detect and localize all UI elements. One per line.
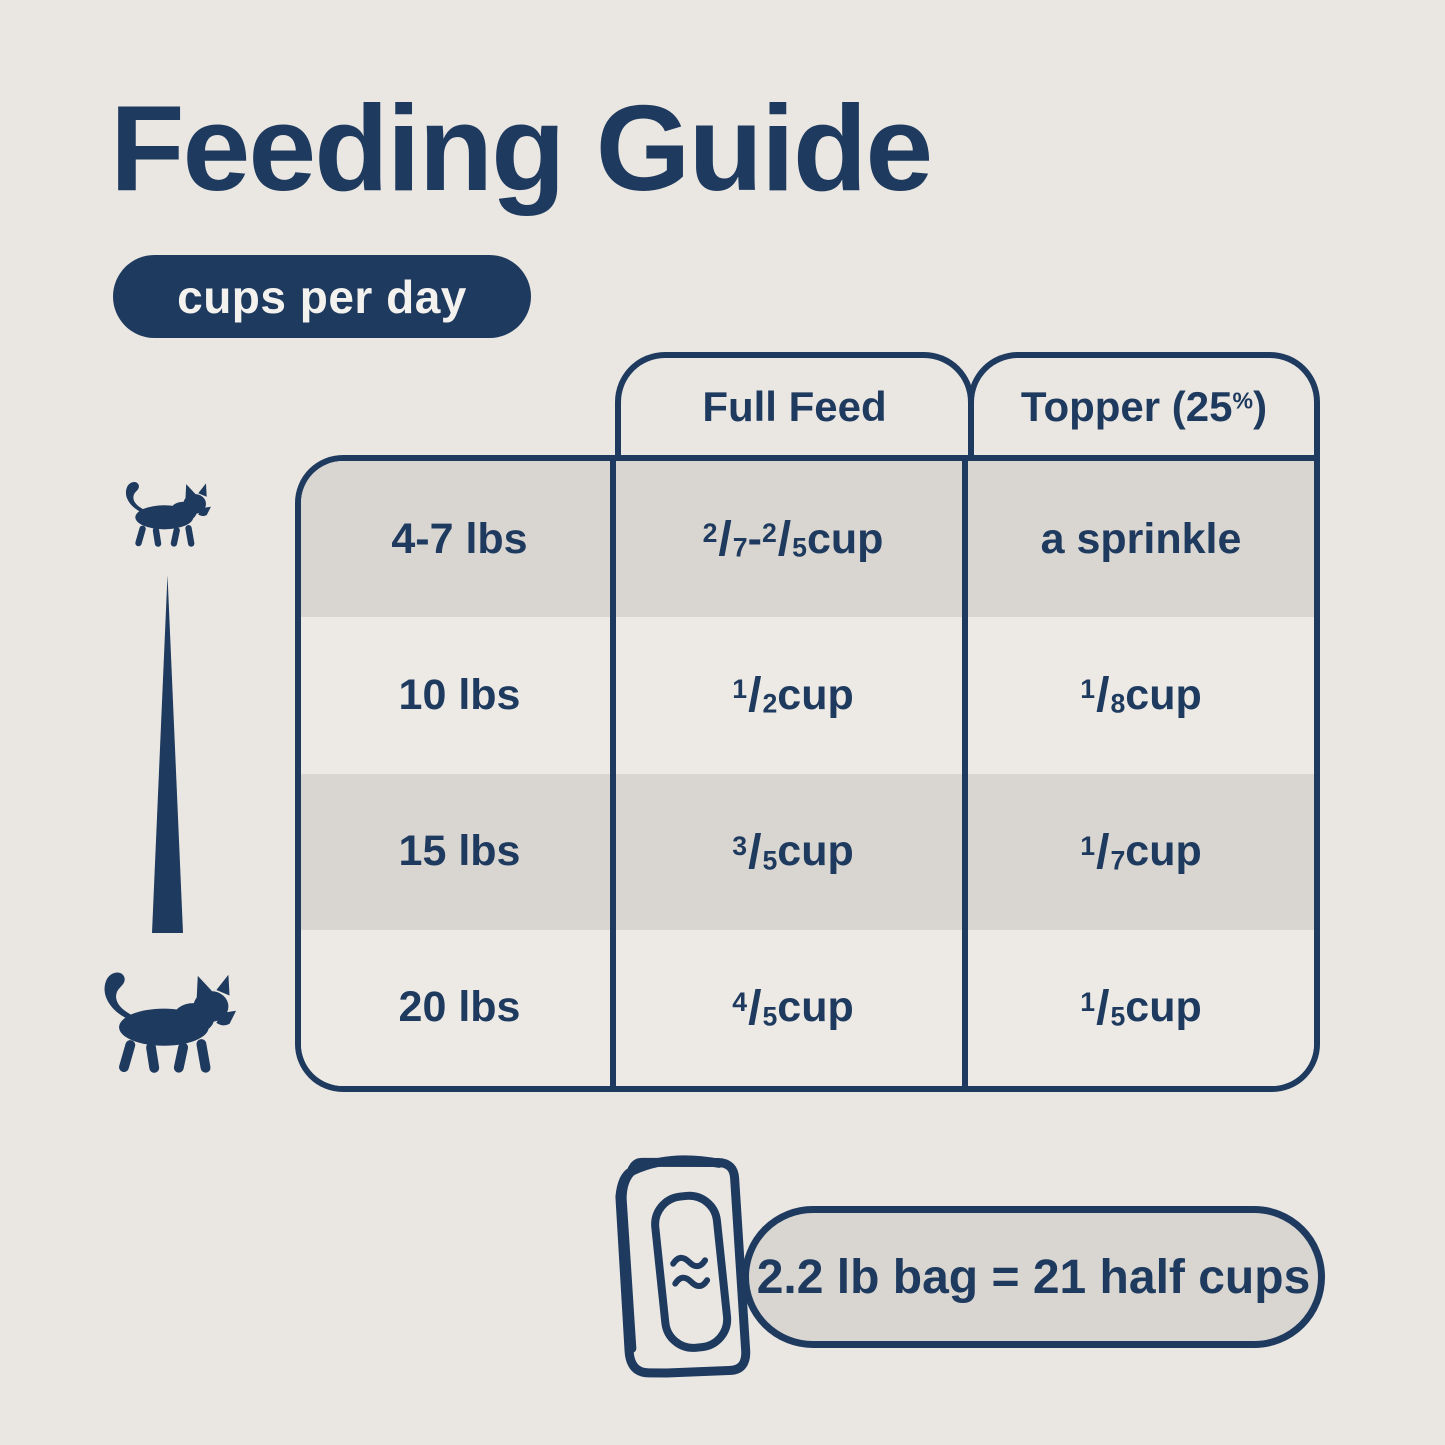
feeding-table: 4-7 lbs 2/7 - 2/5 cup a sprinkle 10 lbs …	[295, 455, 1320, 1092]
page-title: Feeding Guide	[110, 80, 933, 216]
bag-note-pill: 2.2 lb bag = 21 half cups	[742, 1206, 1325, 1348]
column-header-topper: Topper (25%)	[968, 352, 1320, 455]
pet-food-bag-icon	[615, 1155, 751, 1378]
cups-per-day-pill: cups per day	[113, 255, 531, 338]
table-row-10-lbs: 10 lbs 1/2 cup 1/8 cup	[301, 617, 1314, 774]
table-row-20-lbs: 20 lbs 4/5 cup 1/5 cup	[301, 929, 1314, 1086]
full-feed-header-label: Full Feed	[702, 382, 887, 430]
topper-cell: 1/7 cup	[1080, 824, 1202, 879]
size-scale-taper-icon	[152, 575, 183, 933]
column-header-full-feed: Full Feed	[615, 352, 974, 455]
full-feed-cell: 2/7 - 2/5 cup	[702, 512, 884, 567]
large-cat-icon	[83, 960, 247, 1078]
weight-cell: 15 lbs	[398, 827, 521, 876]
table-row-15-lbs: 15 lbs 3/5 cup 1/7 cup	[301, 773, 1314, 930]
column-divider	[610, 461, 616, 1086]
weight-cell: 20 lbs	[398, 983, 521, 1032]
full-feed-cell: 1/2 cup	[732, 668, 854, 723]
weight-cell: 4-7 lbs	[391, 514, 528, 563]
topper-header-label: Topper (25%)	[1020, 382, 1268, 430]
column-divider	[962, 461, 968, 1086]
topper-cell: 1/8 cup	[1080, 668, 1202, 723]
topper-cell: a sprinkle	[1040, 514, 1242, 563]
full-feed-cell: 3/5 cup	[732, 824, 854, 879]
bag-note-text: 2.2 lb bag = 21 half cups	[756, 1250, 1311, 1304]
full-feed-cell: 4/5 cup	[732, 980, 854, 1035]
weight-cell: 10 lbs	[398, 670, 521, 719]
small-cat-icon	[112, 474, 218, 550]
table-row-4-7-lbs: 4-7 lbs 2/7 - 2/5 cup a sprinkle	[301, 461, 1314, 618]
cups-per-day-label: cups per day	[177, 270, 467, 323]
topper-cell: 1/5 cup	[1080, 980, 1202, 1035]
